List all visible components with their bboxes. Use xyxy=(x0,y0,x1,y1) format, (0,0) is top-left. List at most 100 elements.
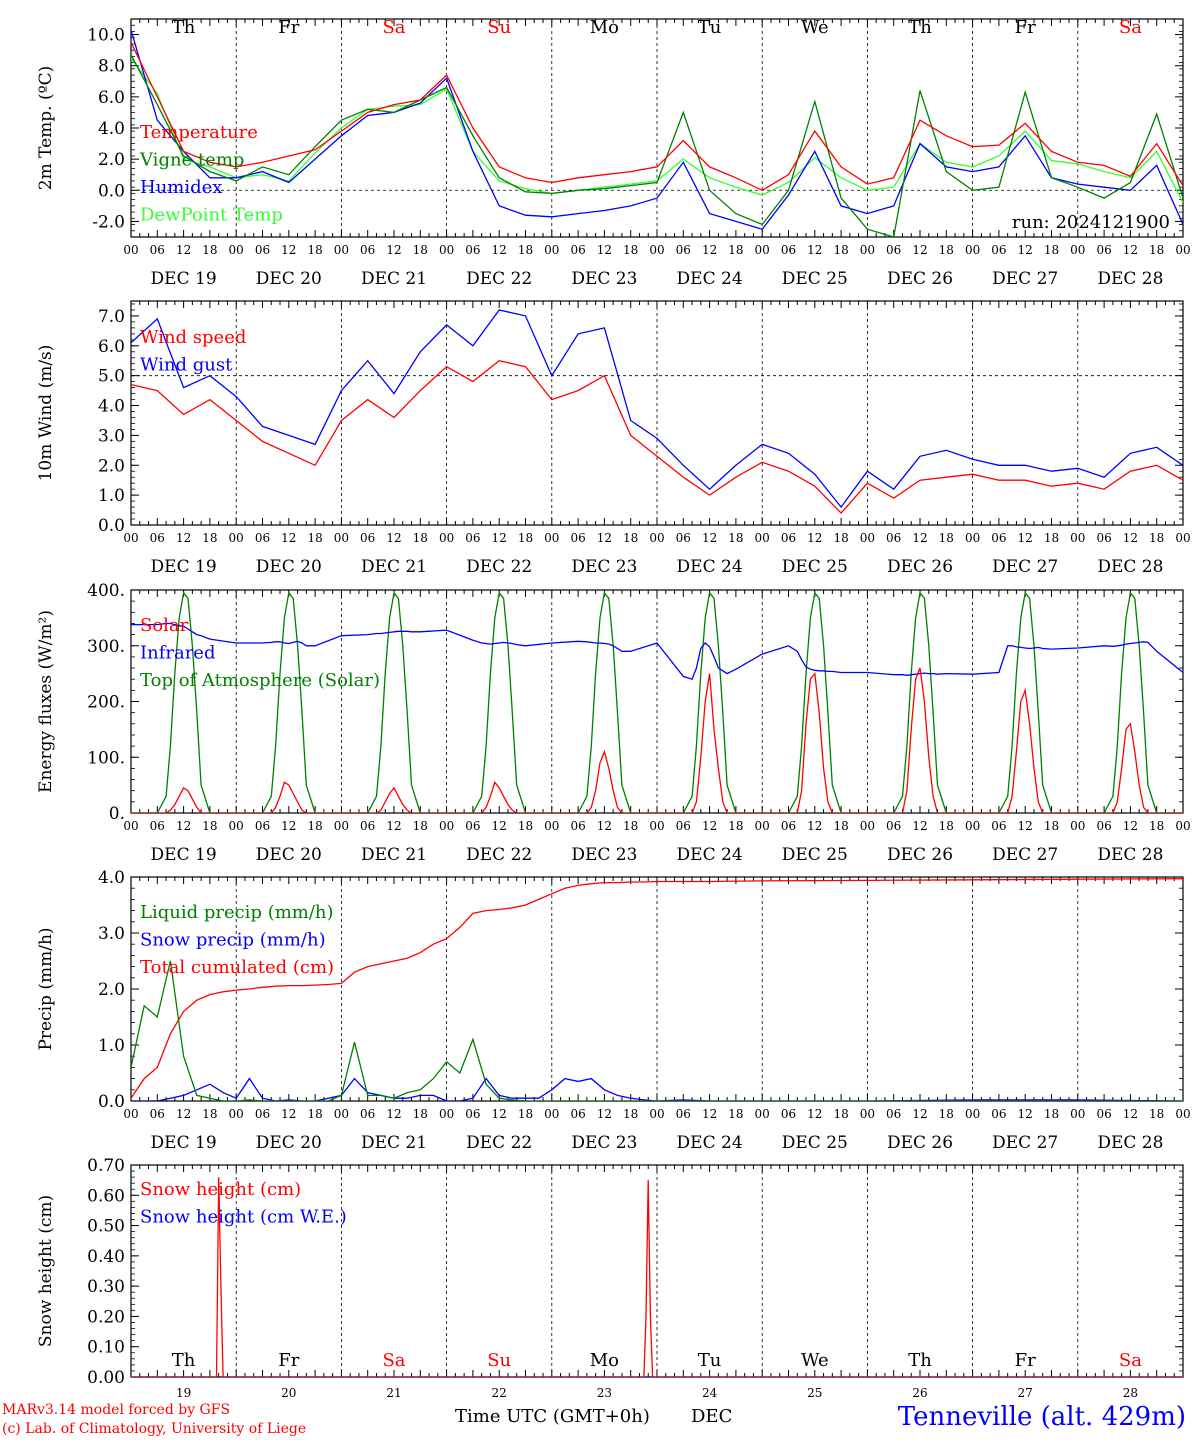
hour-tick-label: 12 xyxy=(281,531,296,545)
hour-tick-label: 12 xyxy=(597,531,612,545)
panel-1 xyxy=(130,18,1184,238)
hour-tick-label: 12 xyxy=(281,243,296,257)
weekday-label: Tu xyxy=(698,17,722,38)
hour-tick-label: 18 xyxy=(413,819,428,833)
date-label: DEC 24 xyxy=(677,845,743,865)
hour-tick-label: 12 xyxy=(702,243,717,257)
hour-tick-label: 12 xyxy=(1123,531,1138,545)
hour-tick-label: 00 xyxy=(649,819,664,833)
y-tick-label: 4.0 xyxy=(98,868,125,888)
hour-tick-label: 12 xyxy=(386,243,401,257)
date-label: DEC 23 xyxy=(571,557,637,577)
hour-tick-label: 18 xyxy=(623,531,638,545)
hour-tick-label: 18 xyxy=(833,243,848,257)
legend-entry: Wind speed xyxy=(140,327,246,348)
hour-tick-label: 00 xyxy=(334,531,349,545)
y-tick-label: 0.40 xyxy=(87,1247,125,1267)
hour-tick-label: 06 xyxy=(1096,531,1111,545)
hour-tick-label: 00 xyxy=(649,1107,664,1121)
hour-tick-label: 00 xyxy=(123,1107,138,1121)
hour-tick-label: 00 xyxy=(544,243,559,257)
hour-tick-label: 00 xyxy=(965,819,980,833)
hour-tick-label: 06 xyxy=(465,243,480,257)
hour-tick-label: 06 xyxy=(570,243,585,257)
hour-tick-label: 12 xyxy=(492,1107,507,1121)
hour-tick-label: 00 xyxy=(860,1107,875,1121)
y-tick-label: 2.0 xyxy=(98,456,125,476)
date-label: DEC 21 xyxy=(361,269,427,289)
series-line xyxy=(131,359,1183,515)
hour-tick-label: 00 xyxy=(123,531,138,545)
hour-tick-label: 18 xyxy=(623,819,638,833)
hour-tick-label: 06 xyxy=(360,243,375,257)
y-tick-label: 300. xyxy=(87,637,125,657)
y-tick-label: 0.50 xyxy=(87,1217,125,1237)
hour-tick-label: 18 xyxy=(1044,1107,1059,1121)
day-number-label: 28 xyxy=(1123,1386,1138,1400)
y-tick-label: 1.0 xyxy=(98,486,125,506)
y-tick-label: 6.0 xyxy=(98,337,125,357)
y-tick-label: 0.00 xyxy=(87,1368,125,1388)
series-line xyxy=(131,622,1183,681)
legend-entry: Infrared xyxy=(140,643,215,664)
y-tick-label: 6.0 xyxy=(98,88,125,108)
date-label: DEC 27 xyxy=(992,557,1058,577)
hour-tick-label: 06 xyxy=(360,531,375,545)
hour-tick-label: 00 xyxy=(965,1107,980,1121)
date-label: DEC 26 xyxy=(887,557,953,577)
hour-tick-label: 18 xyxy=(1149,819,1164,833)
hour-tick-label: 00 xyxy=(1070,1107,1085,1121)
hour-tick-label: 18 xyxy=(939,1107,954,1121)
day-number-label: 25 xyxy=(807,1386,822,1400)
date-label: DEC 26 xyxy=(887,269,953,289)
hour-tick-label: 12 xyxy=(1123,1107,1138,1121)
day-number-label: 27 xyxy=(1018,1386,1033,1400)
hour-tick-label: 00 xyxy=(123,819,138,833)
weekday-label: Sa xyxy=(1119,17,1142,38)
date-label: DEC 19 xyxy=(151,1133,217,1153)
hour-tick-label: 12 xyxy=(492,243,507,257)
date-label: DEC 28 xyxy=(1097,1133,1163,1153)
hour-tick-label: 12 xyxy=(1123,819,1138,833)
panel-2 xyxy=(130,300,1184,526)
y-tick-label: 0.0 xyxy=(98,181,125,201)
hour-tick-label: 00 xyxy=(965,531,980,545)
hour-tick-label: 18 xyxy=(518,819,533,833)
hour-tick-label: 06 xyxy=(886,1107,901,1121)
hour-tick-label: 00 xyxy=(439,531,454,545)
date-label: DEC 23 xyxy=(571,845,637,865)
hour-tick-label: 18 xyxy=(728,243,743,257)
y-tick-label: 5.0 xyxy=(98,367,125,387)
legend-entry: Snow precip (mm/h) xyxy=(140,930,326,951)
hour-tick-label: 12 xyxy=(1018,1107,1033,1121)
y-tick-label: 3.0 xyxy=(98,924,125,944)
hour-tick-label: 18 xyxy=(728,531,743,545)
y-axis-label: Precip (mm/h) xyxy=(36,927,56,1050)
weekday-label: Th xyxy=(172,17,196,38)
series-line xyxy=(131,667,1183,813)
hour-tick-label: 00 xyxy=(1070,531,1085,545)
hour-tick-label: 06 xyxy=(781,819,796,833)
hour-tick-label: 12 xyxy=(912,1107,927,1121)
legend-entry: Temperature xyxy=(140,122,258,143)
hour-tick-label: 12 xyxy=(386,819,401,833)
legend-entry: Snow height (cm W.E.) xyxy=(140,1207,347,1228)
hour-tick-label: 12 xyxy=(1018,531,1033,545)
hour-tick-label: 12 xyxy=(1123,243,1138,257)
hour-tick-label: 18 xyxy=(202,1107,217,1121)
hour-tick-label: 12 xyxy=(176,1107,191,1121)
hour-tick-label: 00 xyxy=(544,1107,559,1121)
hour-tick-label: 18 xyxy=(728,1107,743,1121)
hour-tick-label: 18 xyxy=(939,531,954,545)
date-label: DEC 19 xyxy=(151,557,217,577)
panel-5 xyxy=(130,1164,1184,1378)
date-label: DEC 27 xyxy=(992,269,1058,289)
date-label: DEC 25 xyxy=(782,269,848,289)
weekday-label: Sa xyxy=(382,1350,405,1371)
weekday-label: Tu xyxy=(698,1350,722,1371)
hour-tick-label: 00 xyxy=(439,243,454,257)
date-label: DEC 19 xyxy=(151,845,217,865)
hour-tick-label: 00 xyxy=(755,531,770,545)
date-label: DEC 25 xyxy=(782,557,848,577)
hour-tick-label: 00 xyxy=(439,819,454,833)
